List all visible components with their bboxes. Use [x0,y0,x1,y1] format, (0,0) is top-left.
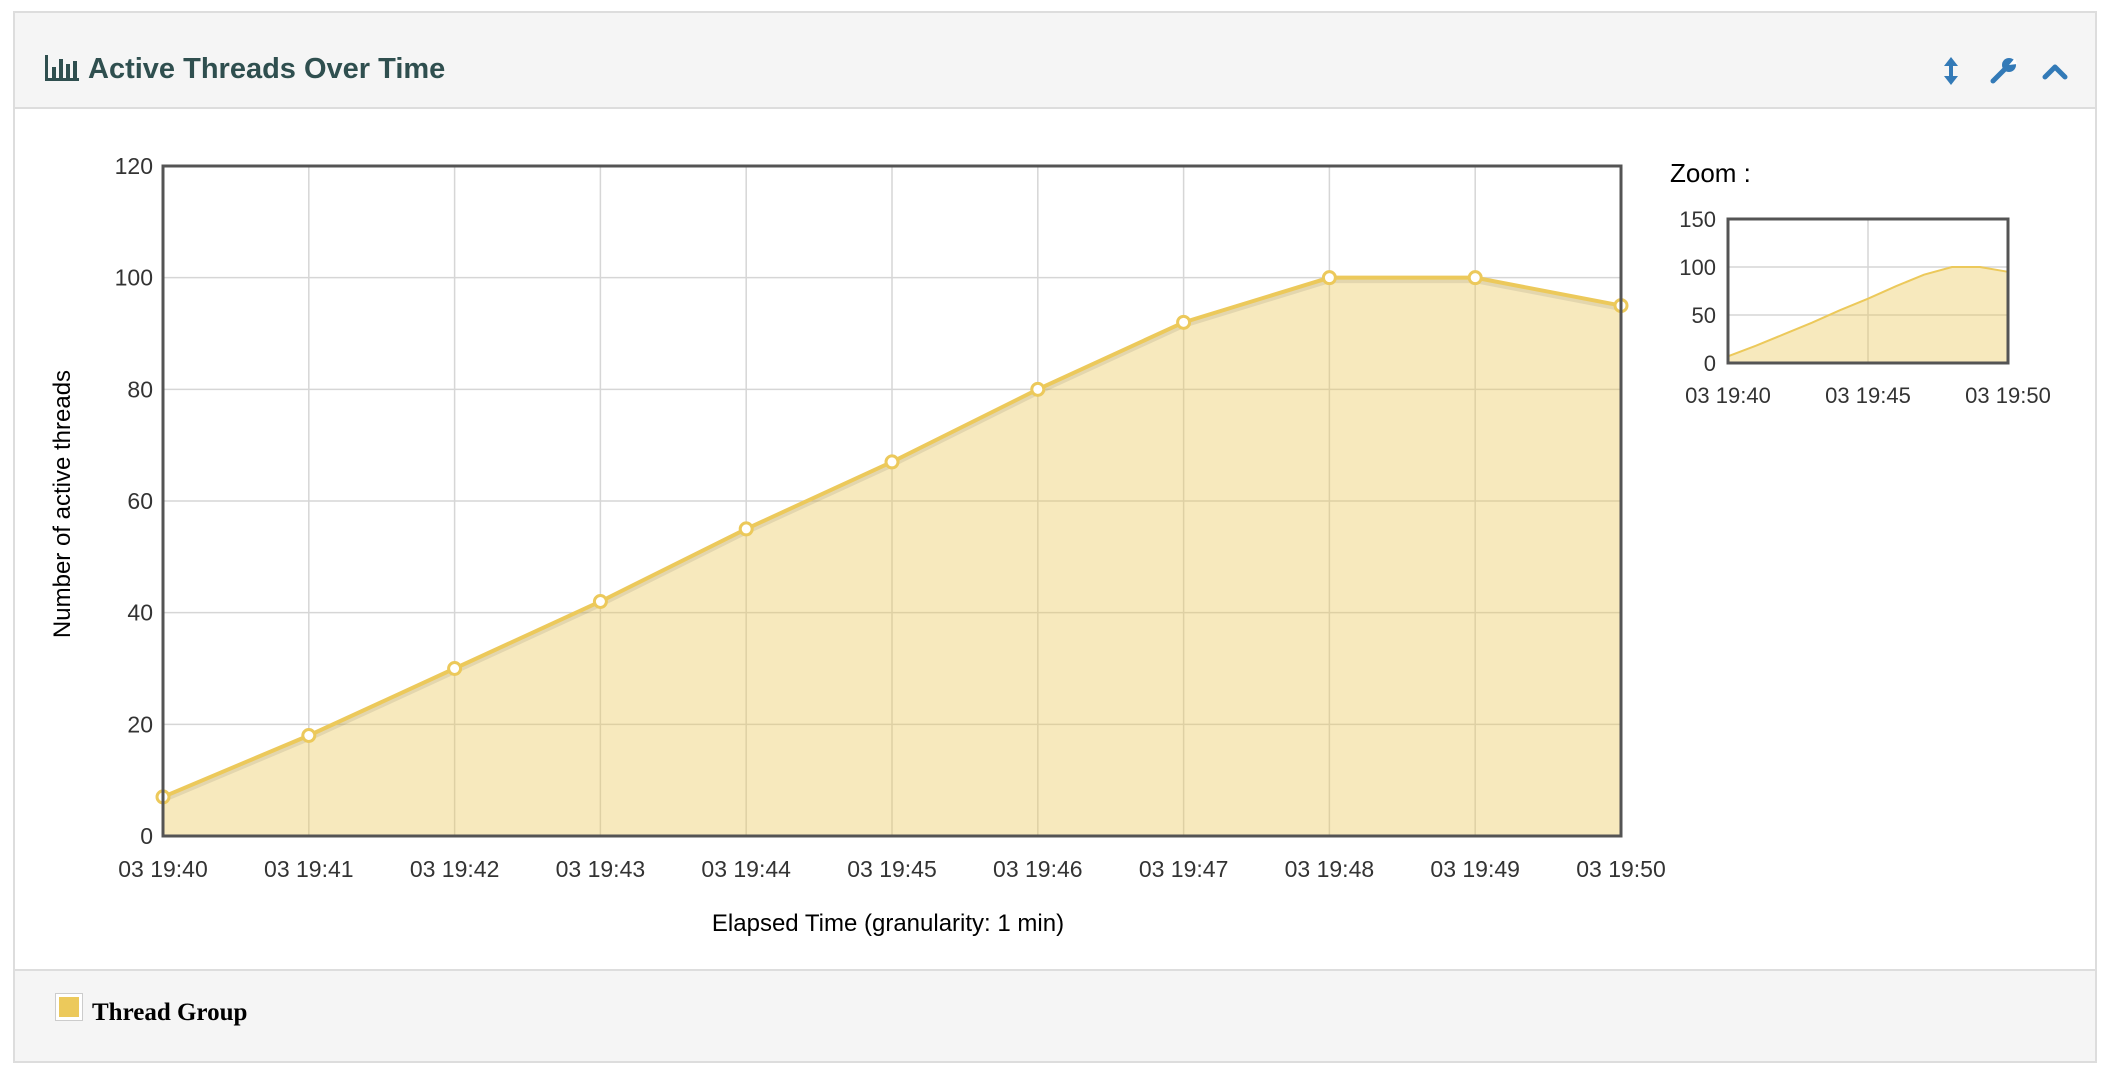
collapse-button[interactable] [2037,53,2073,89]
x-tick-label: 03 19:45 [847,856,937,882]
x-tick-label: 03 19:50 [1576,856,1666,882]
x-tick-label: 03 19:48 [1285,856,1375,882]
y-axis-label: Number of active threads [49,370,76,638]
zoom-x-tick-label: 03 19:50 [1965,383,2051,408]
zoom-y-tick-label: 50 [1692,303,1716,328]
data-point[interactable] [1467,270,1483,286]
zoom-y-tick-label: 100 [1679,255,1716,280]
x-tick-label: 03 19:43 [556,856,646,882]
zoom-y-tick-label: 150 [1679,207,1716,232]
zoom-y-tick-labels: 0 50 100 150 [1679,207,1716,376]
y-tick-label: 20 [127,711,153,737]
x-tick-label: 03 19:46 [993,856,1083,882]
zoom-x-tick-label: 03 19:40 [1685,383,1771,408]
settings-button[interactable] [1985,53,2021,89]
legend-bar: Thread Group [15,969,2095,1061]
plot-frame [161,164,1623,838]
y-tick-label: 100 [115,265,153,291]
wrench-icon [1990,58,2017,84]
x-axis-label: Elapsed Time (granularity: 1 min) [712,910,1064,937]
zoom-y-tick-label: 0 [1704,351,1716,376]
y-tick-label: 60 [127,488,153,514]
zoom-selection-frame[interactable] [1726,217,2010,365]
y-tick-label: 120 [115,153,153,179]
chevron-up-icon [2042,64,2068,80]
chart-area: 0 20 40 60 80 100 120 03 19:40 03 19:41 03 19:42… [49,153,2051,937]
data-point[interactable] [1030,381,1046,397]
data-point[interactable] [592,594,608,609]
legend-color [59,997,79,1017]
data-point[interactable] [1321,270,1337,286]
zoom-label: Zoom : [1670,158,1751,188]
x-tick-label: 03 19:44 [701,856,791,882]
series-area-thread-group [163,277,1621,836]
y-tick-label: 0 [140,823,153,849]
data-point[interactable] [1176,314,1192,330]
x-tick-label: 03 19:40 [118,856,208,882]
bar-chart-icon [45,55,79,81]
x-tick-label: 03 19:42 [410,856,500,882]
resize-vertical-button[interactable] [1933,53,1969,89]
zoom-series-area [1728,267,2008,363]
zoom-series-line [1727,266,2009,358]
data-point[interactable] [884,454,900,470]
data-point[interactable] [738,521,754,537]
x-tick-label: 03 19:47 [1139,856,1229,882]
y-tick-labels: 0 20 40 60 80 100 120 [115,153,153,849]
zoom-x-tick-labels: 03 19:40 03 19:45 03 19:50 [1685,383,2051,408]
legend-label-thread-group[interactable]: Thread Group [92,999,248,1026]
data-point[interactable] [447,661,463,676]
x-tick-label: 03 19:41 [264,856,354,882]
y-tick-label: 40 [127,600,153,626]
resize-vertical-icon [1944,57,1958,85]
x-tick-labels: 03 19:40 03 19:41 03 19:42 03 19:43 03 19:44… [118,856,1666,882]
panel-title: Active Threads Over Time [88,53,446,85]
x-tick-label: 03 19:49 [1430,856,1520,882]
panel-header: Active Threads Over Time [15,13,2095,109]
y-tick-label: 80 [127,376,153,402]
zoom-x-tick-label: 03 19:45 [1825,383,1911,408]
active-threads-panel: Active Threads Over Time [13,11,2097,1063]
data-point[interactable] [301,728,317,743]
legend-swatch-thread-group[interactable] [55,993,83,1021]
